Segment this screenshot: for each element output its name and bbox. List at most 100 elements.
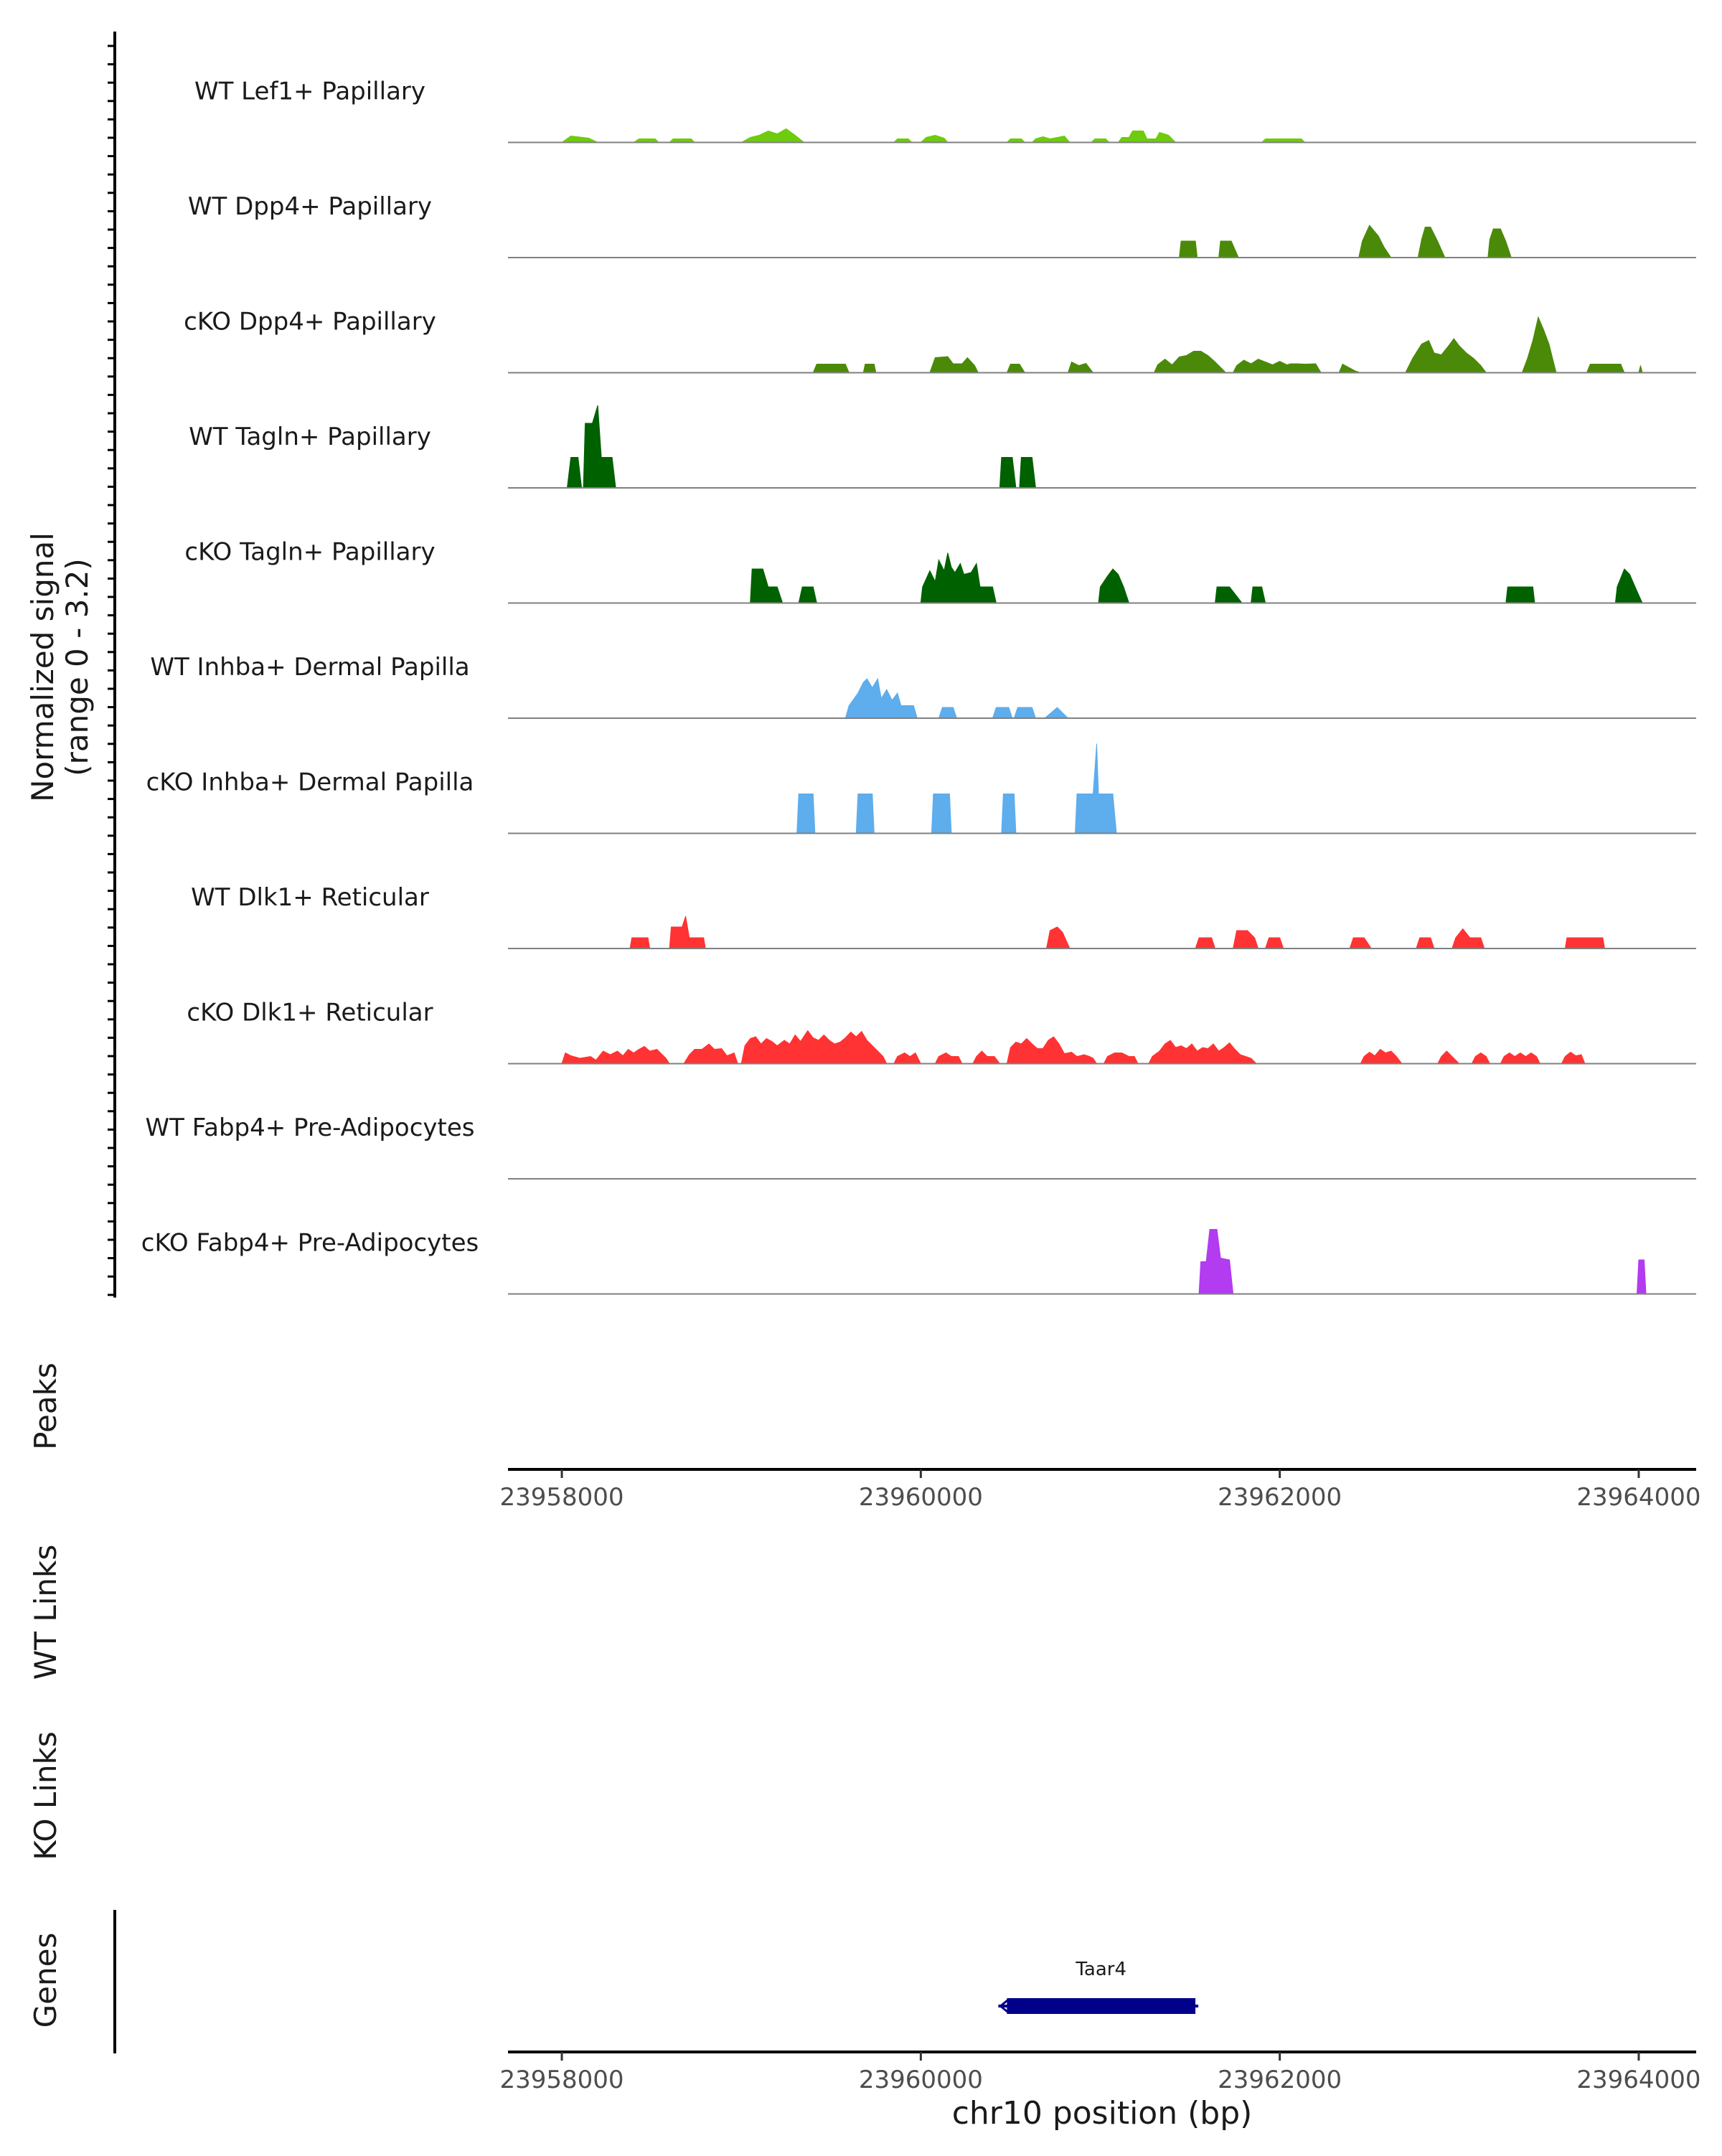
track-3: cKO Dpp4+ Papillary <box>184 308 1696 374</box>
coverage-area <box>1043 707 1069 719</box>
coverage-area <box>1487 228 1512 258</box>
coverage-area <box>1586 364 1625 373</box>
signal-y-axis <box>108 32 116 1298</box>
track-8: WT Dlk1+ Reticular <box>191 883 1696 949</box>
y-axis-subtitle: (range 0 - 3.2) <box>60 558 95 776</box>
coverage-area <box>1614 568 1643 603</box>
coverage-area <box>750 568 784 603</box>
coverage-area <box>1417 227 1446 258</box>
coverage-area <box>812 364 850 373</box>
track-label: WT Dlk1+ Reticular <box>191 883 429 912</box>
coverage-area <box>1521 316 1557 373</box>
coverage-area <box>862 364 877 373</box>
wt-links-label: WT Links <box>28 1545 63 1680</box>
coverage-area <box>1074 743 1117 834</box>
coverage-area <box>934 1052 963 1064</box>
coverage-area <box>1232 358 1322 373</box>
coverage-area <box>1067 361 1094 373</box>
track-label: cKO Dpp4+ Papillary <box>184 308 436 336</box>
gene-name: Taar4 <box>1075 1959 1126 1980</box>
track-6: WT Inhba+ Dermal Papilla <box>150 653 1696 719</box>
ko-links-label: KO Links <box>28 1731 63 1860</box>
x-tick-label: 23962000 <box>1218 2066 1342 2094</box>
coverage-area <box>1264 937 1284 949</box>
track-label: cKO Tagln+ Papillary <box>184 538 435 567</box>
coverage-area <box>893 1052 922 1064</box>
coverage-area <box>1179 240 1198 258</box>
y-axis-title-line2: (range 0 - 3.2) <box>60 558 95 776</box>
track-label: WT Inhba+ Dermal Papilla <box>150 653 469 682</box>
coverage-area <box>1148 1040 1258 1064</box>
coverage-area <box>740 1030 888 1064</box>
coverage-area <box>855 794 875 834</box>
x-tick-label: 23958000 <box>500 2066 624 2094</box>
track-label: WT Fabp4+ Pre-Adipocytes <box>146 1114 475 1142</box>
coverage-area <box>1338 363 1361 373</box>
coverage-area <box>1471 1052 1491 1064</box>
gene-track: Taar4 <box>998 1959 1199 2014</box>
track-5: cKO Tagln+ Papillary <box>184 538 1696 604</box>
coverage-area <box>1117 131 1177 143</box>
coverage-area <box>1153 351 1227 373</box>
coverage-area <box>796 794 816 834</box>
coverage-area <box>1416 937 1435 949</box>
coverage-area <box>920 552 997 603</box>
coverage-area <box>561 1045 671 1064</box>
coverage-area <box>1564 937 1605 949</box>
coverage-area <box>1360 1048 1403 1064</box>
coverage-area <box>1232 930 1259 949</box>
coverage-area <box>1098 568 1130 603</box>
x-tick-label: 23958000 <box>500 1483 624 1512</box>
coverage-area <box>1045 926 1071 949</box>
coverage-area <box>929 356 979 373</box>
track-2: WT Dpp4+ Papillary <box>188 192 1696 258</box>
track-11: cKO Fabp4+ Pre-Adipocytes <box>141 1229 1696 1295</box>
coverage-area <box>629 937 651 949</box>
track-label: WT Dpp4+ Papillary <box>188 192 432 221</box>
coverage-area <box>1031 135 1071 143</box>
coverage-area <box>1215 586 1243 603</box>
coverage-area <box>1638 365 1643 373</box>
track-9: cKO Dlk1+ Reticular <box>187 999 1696 1065</box>
x-axis-upper: 23958000 23960000 23962000 23964000 <box>500 1468 1700 1512</box>
track-label: WT Tagln+ Papillary <box>189 423 431 451</box>
coverage-area <box>1251 586 1266 603</box>
coverage-area <box>992 707 1013 719</box>
coverage-area <box>583 405 616 489</box>
coverage-area <box>1013 707 1037 719</box>
coverage-area <box>1358 225 1392 258</box>
coverage-area <box>999 457 1017 489</box>
genes-label: Genes <box>28 1933 63 2028</box>
coverage-area <box>1561 1051 1586 1064</box>
coverage-area <box>1452 928 1485 949</box>
track-10: WT Fabp4+ Pre-Adipocytes <box>146 1114 1696 1180</box>
coverage-area <box>1436 1050 1461 1064</box>
coverage-area <box>844 677 918 719</box>
x-axis-title: chr10 position (bp) <box>952 2095 1253 2132</box>
coverage-area <box>798 586 817 603</box>
coverage-area <box>1505 586 1535 603</box>
coverage-area <box>683 1043 738 1064</box>
track-label: WT Lef1+ Papillary <box>194 77 425 106</box>
coverage-area <box>1404 338 1487 373</box>
y-axis-title: Normalized signal <box>25 532 60 802</box>
coverage-area <box>972 1050 1001 1064</box>
coverage-area <box>1195 937 1216 949</box>
coverage-area <box>920 134 949 143</box>
track-label: cKO Dlk1+ Reticular <box>187 999 433 1027</box>
coverage-area <box>1218 240 1239 258</box>
coverage-area <box>1103 1053 1139 1064</box>
track-label: cKO Inhba+ Dermal Papilla <box>146 768 474 797</box>
coverage-area <box>1349 937 1373 949</box>
tracks: WT Lef1+ Papillary WT Dpp4+ Papillary cKO … <box>141 77 1696 1295</box>
coverage-area <box>1006 364 1026 373</box>
strand-arrow-icon <box>999 1998 1010 2014</box>
coverage-area <box>931 794 952 834</box>
coverage-area <box>1019 457 1036 489</box>
x-axis-lower: 23958000 23960000 23962000 23964000 <box>500 2051 1700 2094</box>
x-tick-label: 23960000 <box>859 2066 983 2094</box>
coverage-area <box>1006 1036 1098 1064</box>
track-1: WT Lef1+ Papillary <box>194 77 1696 143</box>
